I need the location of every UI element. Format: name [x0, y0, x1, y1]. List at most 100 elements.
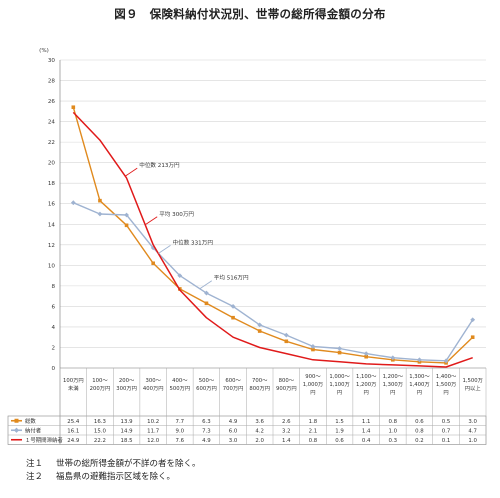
- y-tick-label: 8: [51, 284, 55, 290]
- table-value: 1.4: [282, 438, 291, 444]
- table-value: 24.9: [67, 438, 80, 444]
- data-point: [204, 301, 209, 306]
- x-tick-label: 500万円: [169, 385, 190, 392]
- table-value: 1.8: [309, 419, 318, 425]
- annotation-label: 中位数 213万円: [139, 161, 180, 169]
- x-tick-label: 900～: [305, 374, 321, 380]
- y-tick-label: 18: [48, 181, 56, 187]
- note-2-text: 福島県の避難指示区域を除く。: [56, 472, 176, 482]
- data-point: [151, 261, 155, 266]
- x-tick-label: 900万円: [276, 385, 297, 392]
- x-tick-label: 600～: [225, 378, 241, 384]
- note-1-label: 注１: [26, 459, 44, 469]
- x-tick-label: 500～: [199, 378, 215, 384]
- table-value: 3.2: [282, 428, 291, 434]
- table-value: 14.9: [121, 428, 134, 434]
- table-value: 4.9: [202, 438, 211, 444]
- table-value: 3.0: [229, 438, 238, 444]
- x-tick-label: 800～: [279, 378, 295, 384]
- table-value: 0.8: [309, 438, 318, 444]
- table-value: 3.6: [255, 419, 264, 425]
- annotation-pointer: [124, 167, 138, 177]
- table-value: 0.6: [335, 438, 344, 444]
- series-line: [72, 111, 473, 368]
- data-point: [337, 346, 342, 351]
- data-point: [284, 339, 289, 344]
- y-tick-label: 24: [48, 120, 56, 126]
- table-value: 12.0: [147, 438, 160, 444]
- table-value: 22.2: [94, 438, 106, 444]
- x-tick-label: 円: [364, 389, 369, 396]
- table-value: 0.8: [389, 419, 398, 425]
- x-tick-label: 1,000万: [303, 381, 323, 388]
- y-tick-label: 28: [48, 79, 56, 85]
- y-tick-label: 6: [51, 304, 55, 310]
- y-tick-label: 22: [48, 140, 55, 146]
- series-line: [73, 202, 474, 362]
- data-point: [311, 347, 315, 352]
- annotation-label: 平均 516万円: [214, 274, 249, 282]
- y-tick-label: 2: [51, 345, 55, 351]
- table-value: 0.7: [442, 428, 451, 434]
- data-point: [124, 212, 129, 218]
- annotation-label: 中位数 331万円: [173, 238, 214, 246]
- x-tick-label: 100万円: [63, 377, 84, 384]
- data-point: [417, 357, 422, 363]
- x-tick-label: 1,300万: [383, 381, 403, 388]
- table-value: 13.9: [121, 419, 134, 425]
- x-tick-label: 400万円: [143, 385, 164, 392]
- x-tick-label: 700万円: [223, 385, 244, 392]
- x-tick-label: 800万円: [249, 385, 270, 392]
- table-value: 0.2: [415, 438, 424, 444]
- data-point: [71, 105, 76, 110]
- table-value: 16.3: [94, 419, 106, 425]
- x-tick-label: 円以上: [465, 384, 482, 392]
- notes: 注１ 世帯の総所得金額が不詳の者を除く。 注２ 福島県の避難指示区域を除く。: [26, 458, 201, 484]
- x-tick-label: 円: [390, 389, 395, 396]
- table-value: 0.4: [362, 438, 371, 444]
- data-point: [177, 273, 183, 278]
- x-tick-label: 700～: [252, 378, 268, 384]
- x-tick-label: 1,400～: [436, 374, 457, 380]
- data-point: [390, 355, 396, 361]
- x-tick-label: 300～: [145, 378, 161, 384]
- table-value: 10.2: [147, 419, 159, 425]
- data-point: [204, 290, 209, 296]
- data-point: [310, 344, 316, 349]
- y-tick-label: 10: [48, 263, 56, 269]
- x-tick-label: 400～: [172, 378, 188, 384]
- table-value: 18.5: [121, 438, 133, 444]
- table-value: 2.1: [309, 428, 318, 434]
- table-value: 2.0: [255, 438, 264, 444]
- data-point: [257, 322, 263, 328]
- data-point: [283, 332, 289, 338]
- y-tick-label: 12: [48, 243, 55, 249]
- y-tick-label: 16: [48, 202, 56, 208]
- table-value: 1.0: [468, 438, 477, 444]
- table-value: 6.3: [202, 419, 211, 425]
- table-value: 0.5: [442, 419, 451, 425]
- annotation-label: 平均 300万円: [159, 210, 194, 218]
- table-value: 4.9: [229, 419, 238, 425]
- data-point: [337, 350, 342, 355]
- annotation-pointer: [144, 216, 158, 226]
- x-tick-label: 1,400万: [409, 381, 429, 388]
- legend-marker: [14, 418, 19, 423]
- x-tick-label: 600万円: [196, 385, 217, 392]
- y-tick-label: 30: [48, 58, 56, 64]
- x-tick-label: 1,300～: [409, 374, 430, 380]
- note-1-text: 世帯の総所得金額が不詳の者を除く。: [56, 459, 201, 469]
- y-tick-label: 0: [51, 366, 55, 372]
- table-value: 7.7: [176, 419, 185, 425]
- y-tick-label: 4: [51, 325, 55, 331]
- annotation-pointer: [158, 245, 171, 254]
- y-tick-label: 14: [48, 222, 56, 228]
- table-value: 25.4: [67, 419, 80, 425]
- data-point: [364, 354, 368, 359]
- table-value: 4.7: [468, 428, 477, 434]
- y-tick-label: 20: [48, 161, 56, 167]
- table-value: 16.1: [67, 428, 79, 434]
- table-value: 15.0: [94, 428, 107, 434]
- data-point: [98, 198, 102, 203]
- data-point: [97, 211, 103, 217]
